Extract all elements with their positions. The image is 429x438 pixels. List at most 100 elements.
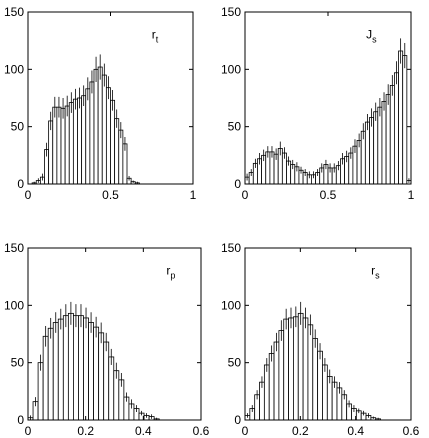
x-tick-label: 0 [25, 424, 32, 438]
histogram-bar [312, 338, 319, 421]
histogram-bar [101, 74, 107, 185]
axes-frame [244, 247, 412, 421]
histogram-bar [83, 317, 89, 421]
y-tick-label: 0 [234, 177, 241, 191]
x-tick-label: 0.2 [292, 424, 309, 438]
x-tick-label: 0 [25, 188, 32, 202]
y-tick-label: 0 [234, 413, 241, 427]
histogram-bar [288, 317, 294, 421]
histogram-bar [317, 350, 323, 421]
y-tick-label: 50 [11, 356, 25, 370]
panel-label: rs [371, 264, 380, 281]
histogram-bar [110, 99, 116, 185]
histogram-bar [377, 106, 383, 185]
y-tick-label: 150 [4, 241, 24, 255]
histogram-bar [64, 105, 70, 185]
panel-label: rp [166, 264, 175, 281]
y-tick-label: 100 [4, 298, 24, 312]
histogram-bar [398, 50, 404, 185]
histogram-bar [268, 353, 275, 421]
x-tick-label: 0 [242, 424, 249, 438]
panel-r-t: 0 50 100 150 0 0.5 1 rt [4, 5, 197, 202]
panel-label-main: r [152, 28, 156, 42]
histogram-bar [52, 322, 59, 421]
histogram-bar [60, 107, 66, 185]
histogram-bar [389, 84, 395, 185]
y-tick-label: 150 [221, 5, 241, 19]
histogram-bar [93, 68, 99, 185]
x-tick-label: 0.2 [77, 424, 94, 438]
panel-label: rt [152, 28, 159, 45]
y-tick-label: 50 [228, 120, 242, 134]
histogram-bar [103, 341, 110, 421]
histogram-bar [78, 315, 84, 421]
histogram-bar [56, 106, 62, 185]
histogram-bar [278, 330, 285, 421]
x-tick-label: 0.6 [193, 424, 210, 438]
y-tick-label: 150 [221, 241, 241, 255]
y-tick-label: 50 [11, 120, 25, 134]
panel-label-subscript: s [375, 271, 380, 281]
x-tick-label: 0.6 [403, 424, 420, 438]
histogram-bar [393, 72, 399, 185]
histogram-bar [105, 87, 111, 185]
histogram-bar [98, 332, 105, 421]
panel-r-s: 0 50 100 150 0 0.2 0.4 0.6 rs [221, 241, 420, 438]
histogram-bar [364, 121, 370, 185]
histogram-bar [369, 117, 375, 185]
histogram-bar [283, 318, 289, 421]
histogram-bar [72, 98, 78, 185]
histogram-bar [62, 315, 69, 421]
x-tick-label: 0.5 [102, 188, 119, 202]
x-tick-label: 1 [190, 188, 197, 202]
y-tick-label: 100 [221, 298, 241, 312]
x-tick-label: 0.5 [320, 188, 337, 202]
histogram-bar [48, 120, 54, 185]
histogram-bar [402, 55, 408, 185]
x-tick-label: 1 [408, 188, 415, 202]
histogram-bar [68, 102, 74, 185]
histogram-bar [385, 94, 391, 185]
histogram-bar [85, 88, 91, 185]
histogram-bar [93, 326, 100, 421]
histogram-bar [118, 129, 124, 185]
x-tick-label: 0 [242, 188, 249, 202]
y-tick-label: 100 [221, 62, 241, 76]
panel-label-main: r [371, 264, 375, 278]
histogram-bar [273, 341, 280, 421]
histogram-bar [52, 106, 58, 185]
panel-label-subscript: s [372, 35, 377, 45]
histogram-bar [81, 95, 87, 185]
panel-j-s: 0 50 100 150 0 0.5 1 Js [221, 5, 415, 202]
panel-label-main: r [166, 264, 170, 278]
histogram-bar [89, 81, 95, 185]
panel-label-subscript: t [156, 35, 159, 45]
histogram-bar [67, 312, 74, 421]
y-tick-label: 0 [17, 413, 24, 427]
histogram-bar [97, 66, 103, 185]
histogram-bar [47, 327, 54, 421]
histogram-bar [263, 364, 270, 421]
histogram-bar [302, 317, 309, 421]
histogram-bar [381, 101, 387, 185]
y-tick-label: 150 [4, 5, 24, 19]
histogram-bar [114, 118, 120, 185]
histogram-bar [293, 316, 299, 421]
histogram-bar [42, 335, 49, 421]
histogram-bar [73, 315, 79, 421]
histogram-bar [77, 97, 83, 185]
histogram-bar [37, 362, 44, 421]
x-tick-label: 0.4 [347, 424, 364, 438]
histogram-bar [297, 312, 304, 421]
panel-r-p: 0 50 100 150 0 0.2 0.4 0.6 rp [4, 241, 210, 438]
histogram-bar [57, 318, 64, 421]
histogram-bar [108, 356, 115, 421]
axes-frame [27, 247, 202, 421]
panel-label-main: J [366, 28, 372, 42]
histogram-bar [307, 324, 314, 421]
panel-label-subscript: p [170, 271, 175, 281]
x-tick-label: 0.4 [135, 424, 152, 438]
y-tick-label: 100 [4, 62, 24, 76]
y-tick-label: 0 [17, 177, 24, 191]
